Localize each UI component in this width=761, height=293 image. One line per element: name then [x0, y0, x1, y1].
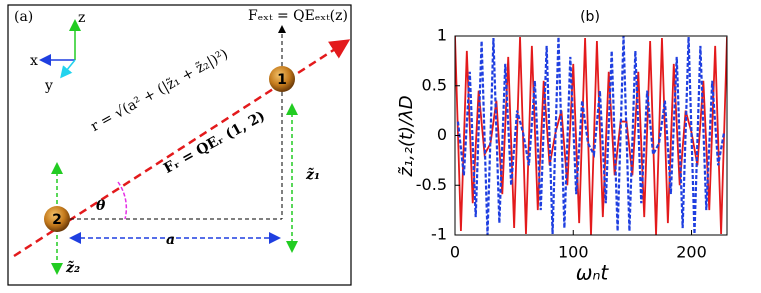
axis-arrow — [60, 59, 76, 79]
separation-label: a — [166, 232, 175, 248]
panel-frame — [7, 4, 352, 286]
displacement-label: z̃₂ — [65, 259, 80, 276]
displacement-label: z̃₁ — [305, 166, 320, 183]
y-tick-label: 0.5 — [422, 75, 447, 94]
panel-label: (a) — [14, 9, 33, 25]
x-tick-label: 0 — [450, 243, 460, 262]
particle — [269, 66, 295, 92]
plot-area — [455, 36, 727, 235]
particle-label: 1 — [277, 72, 287, 88]
particle-label: 2 — [52, 212, 62, 228]
x-axis-label: ωₙt — [576, 261, 610, 285]
repulsive-force: Fᵣ = QEᵣ (1, 2) — [161, 108, 268, 177]
x-tick-label: 100 — [558, 243, 589, 262]
angle-label: θ — [96, 198, 106, 214]
external-force: Fₑₓₜ = QEₑₓₜ(z) — [248, 8, 348, 24]
chart-title: (b) — [580, 9, 600, 25]
angle-arc — [117, 181, 128, 220]
y-tick-label: 1 — [437, 26, 447, 45]
distance-formula: r = √(a² + (|z̃₁ + z̃₂|)²) — [88, 46, 231, 135]
axis-label: z — [78, 10, 85, 26]
axis-label: y — [44, 78, 53, 94]
axis-label: x — [30, 53, 38, 69]
y-tick-label: -1 — [431, 225, 447, 244]
x-tick-label: 200 — [676, 243, 707, 262]
y-tick-label: 0 — [437, 125, 447, 144]
particle — [44, 206, 70, 232]
y-axis-label: z̃₁,₂(t)/λD — [396, 95, 417, 177]
chart: (b) ωₙt z̃₁,₂(t)/λD 0 100 200 -1 -0.5 0 0.5 1 — [396, 9, 728, 285]
diagram: (a) z x y 1 2 Fₑₓₜ = QEₑₓₜ(z) r = √(a² +… — [7, 4, 352, 286]
series-line — [455, 36, 727, 235]
y-tick-label: -0.5 — [416, 175, 447, 194]
series-line — [456, 36, 726, 235]
